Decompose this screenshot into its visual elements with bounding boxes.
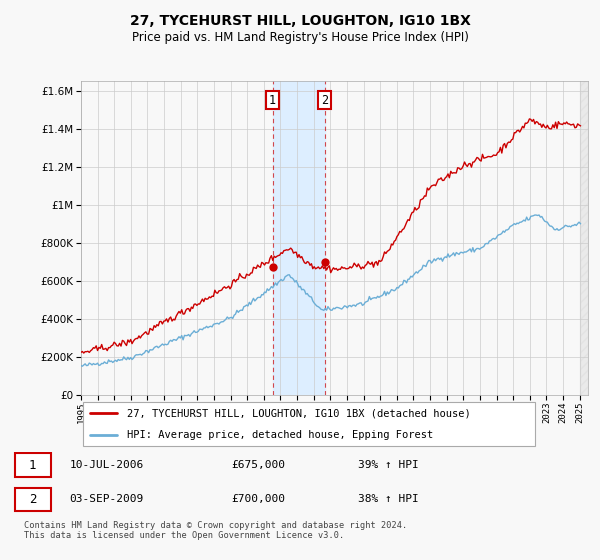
Text: 39% ↑ HPI: 39% ↑ HPI	[358, 460, 418, 470]
Text: 2: 2	[29, 493, 37, 506]
Text: Contains HM Land Registry data © Crown copyright and database right 2024.
This d: Contains HM Land Registry data © Crown c…	[24, 521, 407, 540]
Text: 27, TYCEHURST HILL, LOUGHTON, IG10 1BX (detached house): 27, TYCEHURST HILL, LOUGHTON, IG10 1BX (…	[127, 408, 470, 418]
Text: 1: 1	[269, 94, 276, 106]
Text: Price paid vs. HM Land Registry's House Price Index (HPI): Price paid vs. HM Land Registry's House …	[131, 31, 469, 44]
Text: 27, TYCEHURST HILL, LOUGHTON, IG10 1BX: 27, TYCEHURST HILL, LOUGHTON, IG10 1BX	[130, 14, 470, 28]
FancyBboxPatch shape	[15, 488, 50, 511]
Text: 2: 2	[321, 94, 328, 106]
Text: 03-SEP-2009: 03-SEP-2009	[70, 494, 144, 505]
Bar	[580, 81, 588, 395]
Text: 1: 1	[29, 459, 37, 472]
Text: 38% ↑ HPI: 38% ↑ HPI	[358, 494, 418, 505]
Text: £675,000: £675,000	[231, 460, 285, 470]
Bar	[272, 81, 325, 395]
Text: £700,000: £700,000	[231, 494, 285, 505]
Text: 10-JUL-2006: 10-JUL-2006	[70, 460, 144, 470]
FancyBboxPatch shape	[83, 402, 535, 446]
Text: HPI: Average price, detached house, Epping Forest: HPI: Average price, detached house, Eppi…	[127, 430, 433, 440]
FancyBboxPatch shape	[15, 453, 50, 477]
